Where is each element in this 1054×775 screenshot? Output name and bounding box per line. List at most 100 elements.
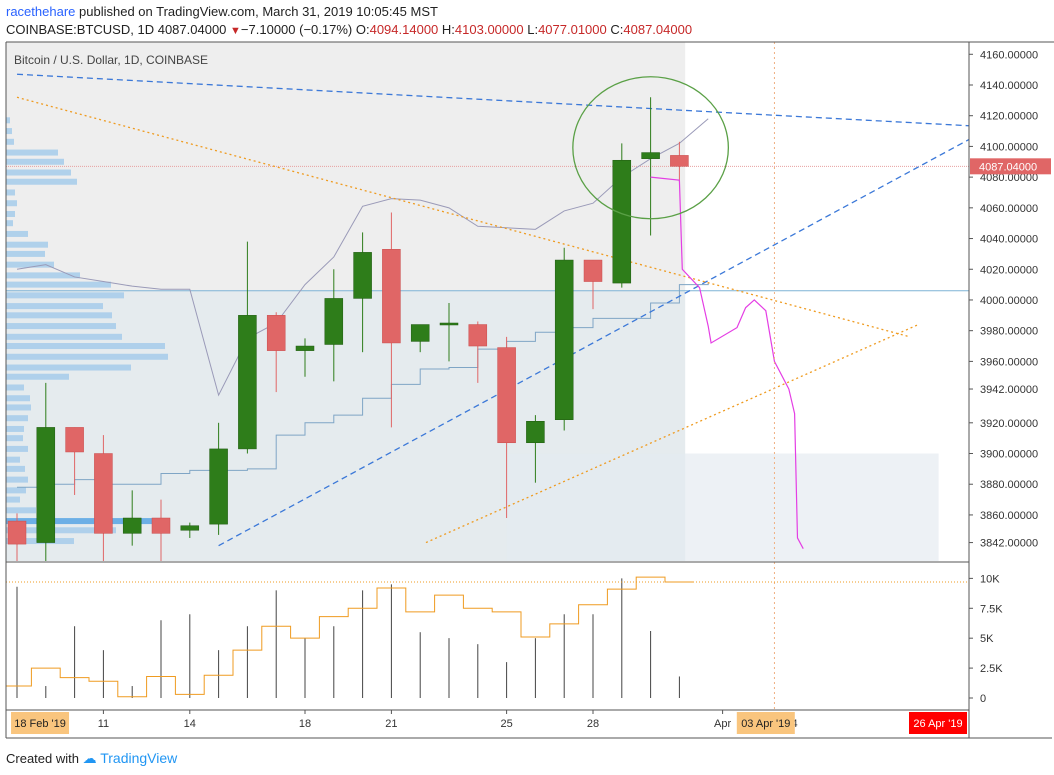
chart-title: Bitcoin / U.S. Dollar, 1D, COINBASE bbox=[14, 53, 208, 67]
candle bbox=[122, 490, 142, 546]
candle bbox=[209, 422, 228, 535]
created-with-text: Created with bbox=[6, 751, 79, 766]
price-tick-label: 3842.00000 bbox=[980, 538, 1038, 550]
candle-body bbox=[324, 298, 344, 345]
candle bbox=[468, 321, 488, 383]
volume-profile-bar bbox=[6, 364, 131, 371]
candle-body bbox=[65, 427, 84, 453]
candle bbox=[382, 212, 401, 428]
volume-profile-bar bbox=[6, 465, 25, 472]
candle-body bbox=[295, 345, 315, 351]
open-label: O: bbox=[355, 22, 370, 37]
candle-body bbox=[238, 315, 257, 450]
price-tick-label: 3960.00000 bbox=[980, 356, 1038, 368]
volume-profile-bar bbox=[6, 250, 45, 257]
price-tick-label: 4160.00000 bbox=[980, 49, 1038, 61]
moving-average-line bbox=[16, 118, 709, 397]
date-marker-label: 03 Apr '19 bbox=[741, 718, 790, 730]
volume-profile-bar bbox=[6, 415, 28, 422]
price-pane bbox=[6, 42, 969, 561]
volume-profile-bar bbox=[6, 323, 116, 330]
volume-profile-bar bbox=[6, 117, 10, 124]
volume-profile-bar bbox=[6, 527, 116, 534]
price-tick-label: 3860.00000 bbox=[980, 510, 1038, 522]
candle bbox=[324, 269, 344, 382]
date-tick-label: 11 bbox=[98, 718, 109, 730]
candle-body bbox=[36, 427, 56, 543]
volume-profile-bar bbox=[6, 435, 23, 442]
rising-step-line bbox=[17, 283, 709, 488]
price-tick-label: 3900.00000 bbox=[980, 449, 1038, 461]
symbol-line: COINBASE:BTCUSD, 1D 4087.04000 ▼−7.10000… bbox=[6, 22, 692, 37]
volume-profile-bar bbox=[6, 210, 15, 217]
volume-profile-bar bbox=[6, 200, 17, 207]
tradingview-brand[interactable]: TradingView bbox=[100, 750, 178, 766]
candle bbox=[641, 97, 660, 236]
volume-profile-bar bbox=[6, 230, 28, 237]
volume-profile-bar bbox=[6, 496, 20, 503]
candle bbox=[439, 303, 459, 362]
high-value: 4103.00000 bbox=[454, 22, 524, 37]
volume-profile-bar bbox=[6, 456, 20, 463]
price-tick-label: 4000.00000 bbox=[980, 295, 1038, 307]
volume-profile-bar bbox=[6, 169, 71, 176]
candle-body bbox=[266, 315, 286, 351]
candle bbox=[36, 382, 56, 561]
volume-average-line bbox=[6, 576, 694, 698]
date-tick-label: 18 bbox=[299, 718, 311, 730]
candle bbox=[65, 427, 84, 495]
volume-tick-label: 5K bbox=[980, 633, 994, 645]
date-marker-box bbox=[909, 712, 967, 734]
volume-profile-bar bbox=[6, 128, 12, 135]
candle-body bbox=[353, 252, 372, 299]
volume-pane bbox=[6, 576, 969, 698]
candle bbox=[554, 247, 574, 431]
candle bbox=[497, 336, 516, 519]
price-tick-label: 4020.00000 bbox=[980, 264, 1038, 276]
down-arrow-icon: ▼ bbox=[230, 25, 241, 37]
high-label: H: bbox=[441, 22, 455, 37]
candle bbox=[295, 338, 315, 377]
symbol-name: COINBASE:BTCUSD, 1D bbox=[6, 22, 155, 37]
volume-profile-bar bbox=[6, 292, 124, 299]
candle bbox=[612, 143, 632, 288]
volume-pane-background bbox=[6, 562, 969, 710]
volume-profile-bar bbox=[6, 404, 31, 411]
candle-body bbox=[410, 324, 430, 342]
date-tick-label: 14 bbox=[184, 718, 196, 730]
candle bbox=[583, 259, 603, 310]
volume-profile-bar bbox=[6, 445, 28, 452]
open-value: 4094.14000 bbox=[369, 22, 439, 37]
price-axis-background bbox=[969, 42, 1054, 738]
date-tick-label: 28 bbox=[587, 718, 599, 730]
volume-profile-bar bbox=[6, 272, 80, 279]
candle-body bbox=[670, 155, 689, 167]
volume-profile-bar bbox=[6, 158, 64, 165]
volume-profile-bar bbox=[6, 373, 69, 380]
volume-profile-bar bbox=[6, 261, 54, 268]
author-name[interactable]: racethehare bbox=[6, 4, 76, 19]
candle-body bbox=[439, 322, 459, 326]
price-tick-label: 4140.00000 bbox=[980, 80, 1038, 92]
candle bbox=[353, 232, 372, 353]
volume-tick-label: 7.5K bbox=[980, 603, 1003, 615]
volume-profile-bar bbox=[6, 353, 168, 360]
volume-profile-bar bbox=[6, 189, 15, 196]
volume-profile-bar bbox=[6, 149, 58, 156]
projection-path bbox=[650, 176, 804, 549]
candle bbox=[180, 522, 200, 538]
price-tick-label: 3980.00000 bbox=[980, 326, 1038, 338]
candle bbox=[94, 435, 113, 561]
current-price-tag bbox=[970, 158, 1051, 175]
volume-profile-bar bbox=[6, 384, 24, 391]
close-value: 4087.04000 bbox=[623, 22, 693, 37]
blue-dashed-trendline bbox=[16, 73, 969, 127]
volume-profile-bar bbox=[6, 487, 26, 494]
volume-tick-label: 10K bbox=[980, 573, 1000, 585]
candle-body bbox=[94, 453, 113, 534]
volume-profile-bar bbox=[6, 425, 24, 432]
candle-body bbox=[497, 347, 516, 444]
candle-body bbox=[468, 324, 488, 347]
volume-profile-bar bbox=[6, 518, 158, 525]
